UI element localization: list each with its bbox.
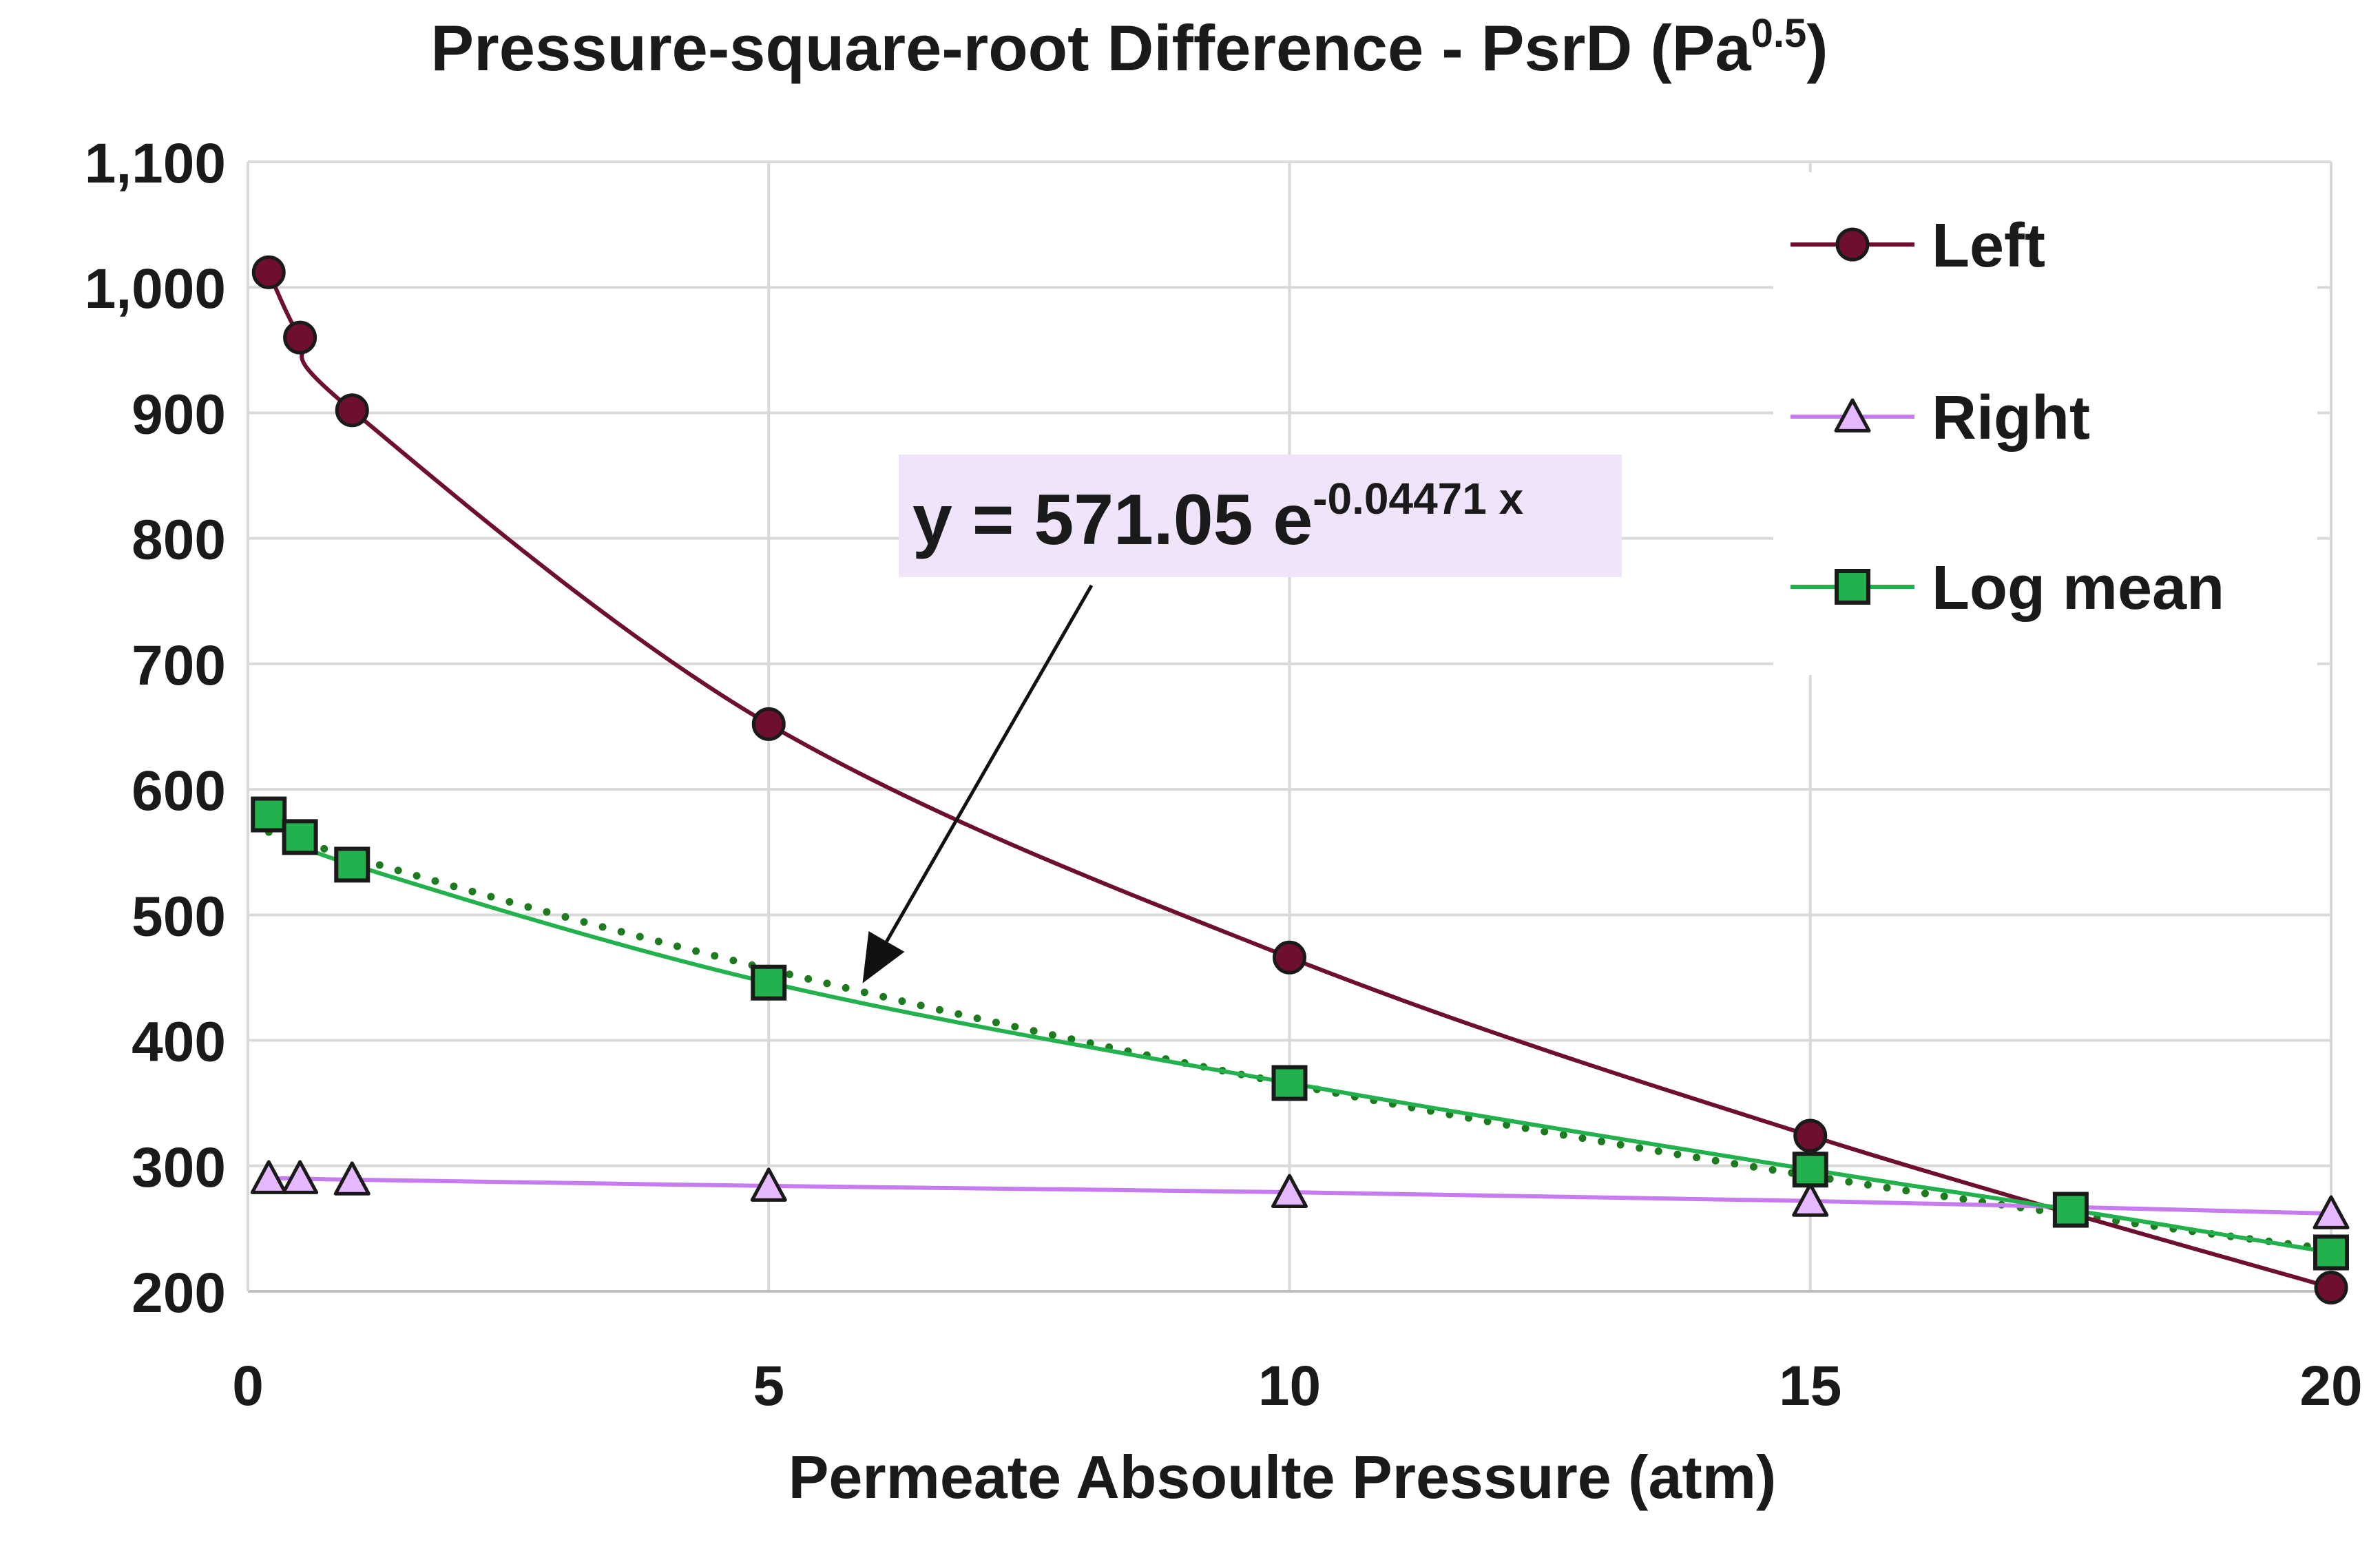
y-tick-label: 700 — [132, 634, 226, 697]
annotation: y = 571.05 e-0.04471 x — [862, 455, 1622, 983]
data-point-left — [335, 393, 369, 428]
annotation-text-sup: -0.04471 x — [1313, 474, 1523, 523]
y-tick-label: 800 — [132, 509, 226, 572]
data-point-left — [2314, 1271, 2348, 1305]
legend: Left Right Log mean — [1773, 172, 2317, 675]
data-point-log-mean — [334, 846, 370, 883]
data-point-right — [2313, 1195, 2350, 1229]
data-point-log-mean — [2313, 1234, 2349, 1271]
y-tick-label: 600 — [132, 760, 226, 822]
y-tick-label: 1,100 — [85, 132, 226, 195]
legend-label-log-mean: Log mean — [1932, 554, 2224, 623]
chart-title-main: Pressure-square-root Difference - PsrD (… — [430, 12, 1751, 84]
annotation-arrow-line — [885, 584, 1094, 943]
y-tick-label: 400 — [132, 1011, 226, 1074]
data-point-right — [750, 1167, 787, 1202]
legend-label-left: Left — [1932, 211, 2045, 280]
y-tick-label: 200 — [132, 1262, 226, 1324]
data-point-right — [1792, 1183, 1829, 1217]
x-tick-label: 20 — [2299, 1355, 2362, 1417]
y-tick-label: 500 — [132, 885, 226, 948]
annotation-text: y = 571.05 e-0.04471 x — [912, 474, 1524, 560]
series-group — [250, 255, 2350, 1305]
y-tick-label: 1,000 — [85, 258, 226, 320]
series-line-left — [267, 271, 2332, 1290]
annotation-text-main: y = 571.05 e — [912, 480, 1313, 560]
legend-marker-right — [1834, 398, 1871, 433]
chart-title-end: ) — [1806, 12, 1828, 84]
y-tick-label: 900 — [132, 383, 226, 446]
series-line-right — [269, 1176, 2332, 1216]
x-tick-label: 5 — [753, 1355, 784, 1417]
y-tick-label: 300 — [132, 1136, 226, 1199]
x-tick-label: 15 — [1779, 1355, 1841, 1417]
legend-label-right: Right — [1932, 384, 2090, 452]
legend-marker-left — [1835, 227, 1870, 262]
data-point-left — [283, 320, 317, 355]
data-point-log-mean — [2052, 1191, 2089, 1228]
data-point-left — [1793, 1118, 1828, 1153]
data-point-right — [282, 1160, 319, 1194]
data-point-right — [333, 1161, 370, 1196]
data-point-left — [251, 255, 286, 289]
data-point-log-mean — [1792, 1152, 1828, 1188]
chart-title-sup: 0.5 — [1751, 11, 1807, 56]
data-point-left — [751, 707, 786, 741]
x-tick-label: 10 — [1258, 1355, 1321, 1417]
data-point-log-mean — [282, 819, 318, 855]
data-point-left — [1273, 940, 1306, 975]
data-point-log-mean — [1271, 1065, 1308, 1101]
annotation-arrow-head — [862, 931, 905, 983]
data-point-right — [1271, 1174, 1308, 1208]
annotation-box — [899, 455, 1622, 577]
x-tick-label: 0 — [232, 1355, 264, 1417]
axes: 200 300 400 500 600 700 800 900 1,000 1,100 0 5 10 15… — [85, 132, 2363, 1417]
data-point-right — [250, 1160, 287, 1194]
data-point-log-mean — [751, 964, 787, 1001]
legend-marker-log-mean — [1835, 569, 1870, 605]
x-axis-label: Permeate Absoulte Pressure (atm) — [789, 1443, 1777, 1511]
data-point-log-mean — [251, 796, 287, 833]
chart-title: Pressure-square-root Difference - PsrD (… — [430, 11, 1828, 84]
